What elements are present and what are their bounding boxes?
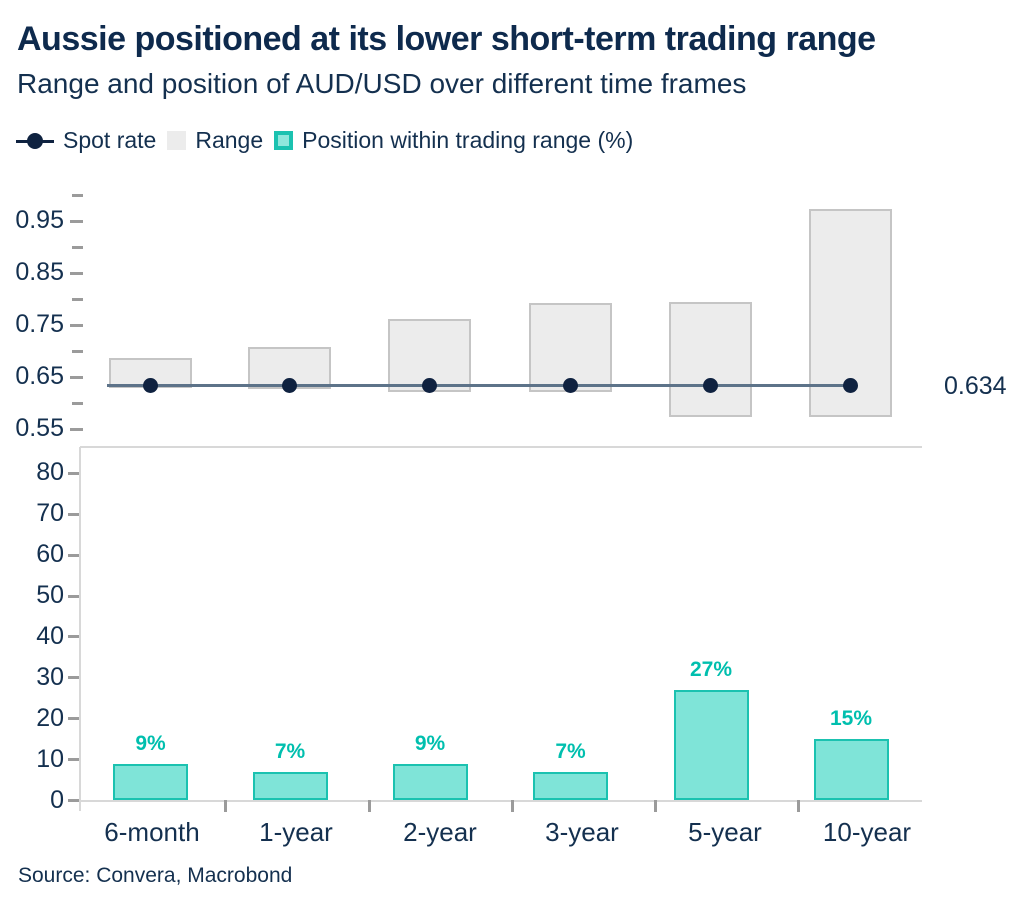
legend-item-spot-rate: Spot rate [16, 127, 156, 154]
x-axis-label: 10-year [822, 817, 912, 847]
y-axis-tick-label: 0.65 [15, 362, 64, 391]
x-axis-label: 1-year [259, 817, 333, 847]
position-bar [673, 690, 749, 801]
position-bar [113, 763, 188, 801]
x-axis-label: 6-month [104, 817, 200, 847]
panel-divider-line [80, 446, 922, 448]
position-value-label: 7% [555, 739, 586, 763]
y-axis-tick [68, 717, 79, 721]
y-axis-tick-label: 50 [36, 581, 64, 609]
y-axis-tick [70, 219, 83, 223]
page-subtitle: Range and position of AUD/USD over diffe… [17, 68, 747, 99]
spot-rate-dot [143, 378, 158, 394]
spot-rate-dot [703, 378, 718, 394]
x-axis-tick [224, 800, 227, 812]
y-axis-tick-label: 0 [50, 785, 64, 814]
y-axis-tick [68, 635, 79, 639]
x-axis-label: 3-year [545, 817, 619, 847]
position-marker-icon [274, 131, 294, 150]
position-bar [533, 771, 608, 801]
x-axis-tick [654, 800, 657, 812]
y-axis-tick-label: 70 [36, 499, 64, 528]
x-axis-label: 2-year [403, 817, 477, 847]
legend-item-range: Range [167, 127, 263, 154]
y-axis-tick-label: 0.75 [15, 310, 64, 339]
y-axis-tick-label: 0.85 [15, 258, 64, 287]
y-axis-minor-tick [72, 349, 83, 353]
y-axis-tick [70, 375, 83, 379]
y-axis-tick [68, 553, 79, 557]
x-axis-label: 5-year [688, 817, 762, 847]
position-value-label: 15% [829, 707, 873, 731]
y-axis-tick-label: 80 [36, 458, 64, 487]
y-axis-tick-label: 10 [36, 744, 64, 773]
legend-label-range: Range [195, 127, 264, 153]
spot-rate-dot [282, 378, 297, 394]
x-axis-tick [511, 800, 514, 812]
y-axis-tick [68, 676, 79, 680]
y-axis-tick-label: 20 [36, 703, 64, 732]
y-axis-minor-tick [72, 401, 83, 405]
position-bar [813, 739, 889, 801]
position-value-label: 27% [689, 658, 733, 682]
y-axis-tick [70, 271, 83, 275]
y-axis-tick-label: 0.95 [15, 206, 64, 235]
y-axis-minor-tick [72, 245, 83, 249]
page-title: Aussie positioned at its lower short-ter… [17, 20, 876, 58]
y-axis-tick [70, 323, 83, 327]
source-note: Source: Convera, Macrobond [18, 864, 293, 887]
y-axis-tick-label: 40 [36, 621, 64, 650]
y-axis-tick-label: 60 [36, 540, 64, 569]
x-axis-line [80, 799, 922, 802]
legend: Spot rate Range Position within trading … [16, 127, 633, 154]
y-axis-tick [68, 799, 79, 802]
y-axis-tick [68, 594, 79, 598]
spot-rate-dot [843, 378, 858, 394]
y-axis-tick [70, 427, 83, 431]
legend-label-spot-rate: Spot rate [63, 127, 157, 153]
range-marker-icon [167, 131, 187, 150]
position-bar [252, 771, 328, 801]
position-value-label: 9% [414, 731, 446, 755]
y-axis-tick [68, 758, 79, 762]
spot-rate-dot [422, 378, 437, 394]
range-bar [529, 302, 612, 392]
y-axis-minor-tick [72, 297, 83, 301]
range-bar [669, 301, 752, 417]
y-axis-tick [68, 512, 79, 516]
y-axis-tick-label: 0.55 [15, 414, 64, 443]
legend-label-position: Position within trading range (%) [302, 127, 634, 153]
x-axis-tick [368, 800, 371, 812]
spot-rate-dot [563, 378, 578, 394]
position-value-label: 9% [135, 731, 166, 755]
spot-rate-value-label: 0.634 [944, 371, 1007, 400]
spot-rate-marker-icon [16, 132, 54, 149]
spot-rate-line [107, 384, 851, 387]
x-axis-tick [797, 800, 800, 812]
y-axis-line [79, 447, 81, 811]
y-axis-minor-tick [72, 193, 83, 197]
y-axis-tick [68, 471, 79, 475]
position-bar [392, 763, 468, 801]
legend-item-position: Position within trading range (%) [274, 127, 633, 154]
y-axis-tick-label: 30 [36, 662, 64, 691]
position-value-label: 7% [274, 739, 306, 763]
